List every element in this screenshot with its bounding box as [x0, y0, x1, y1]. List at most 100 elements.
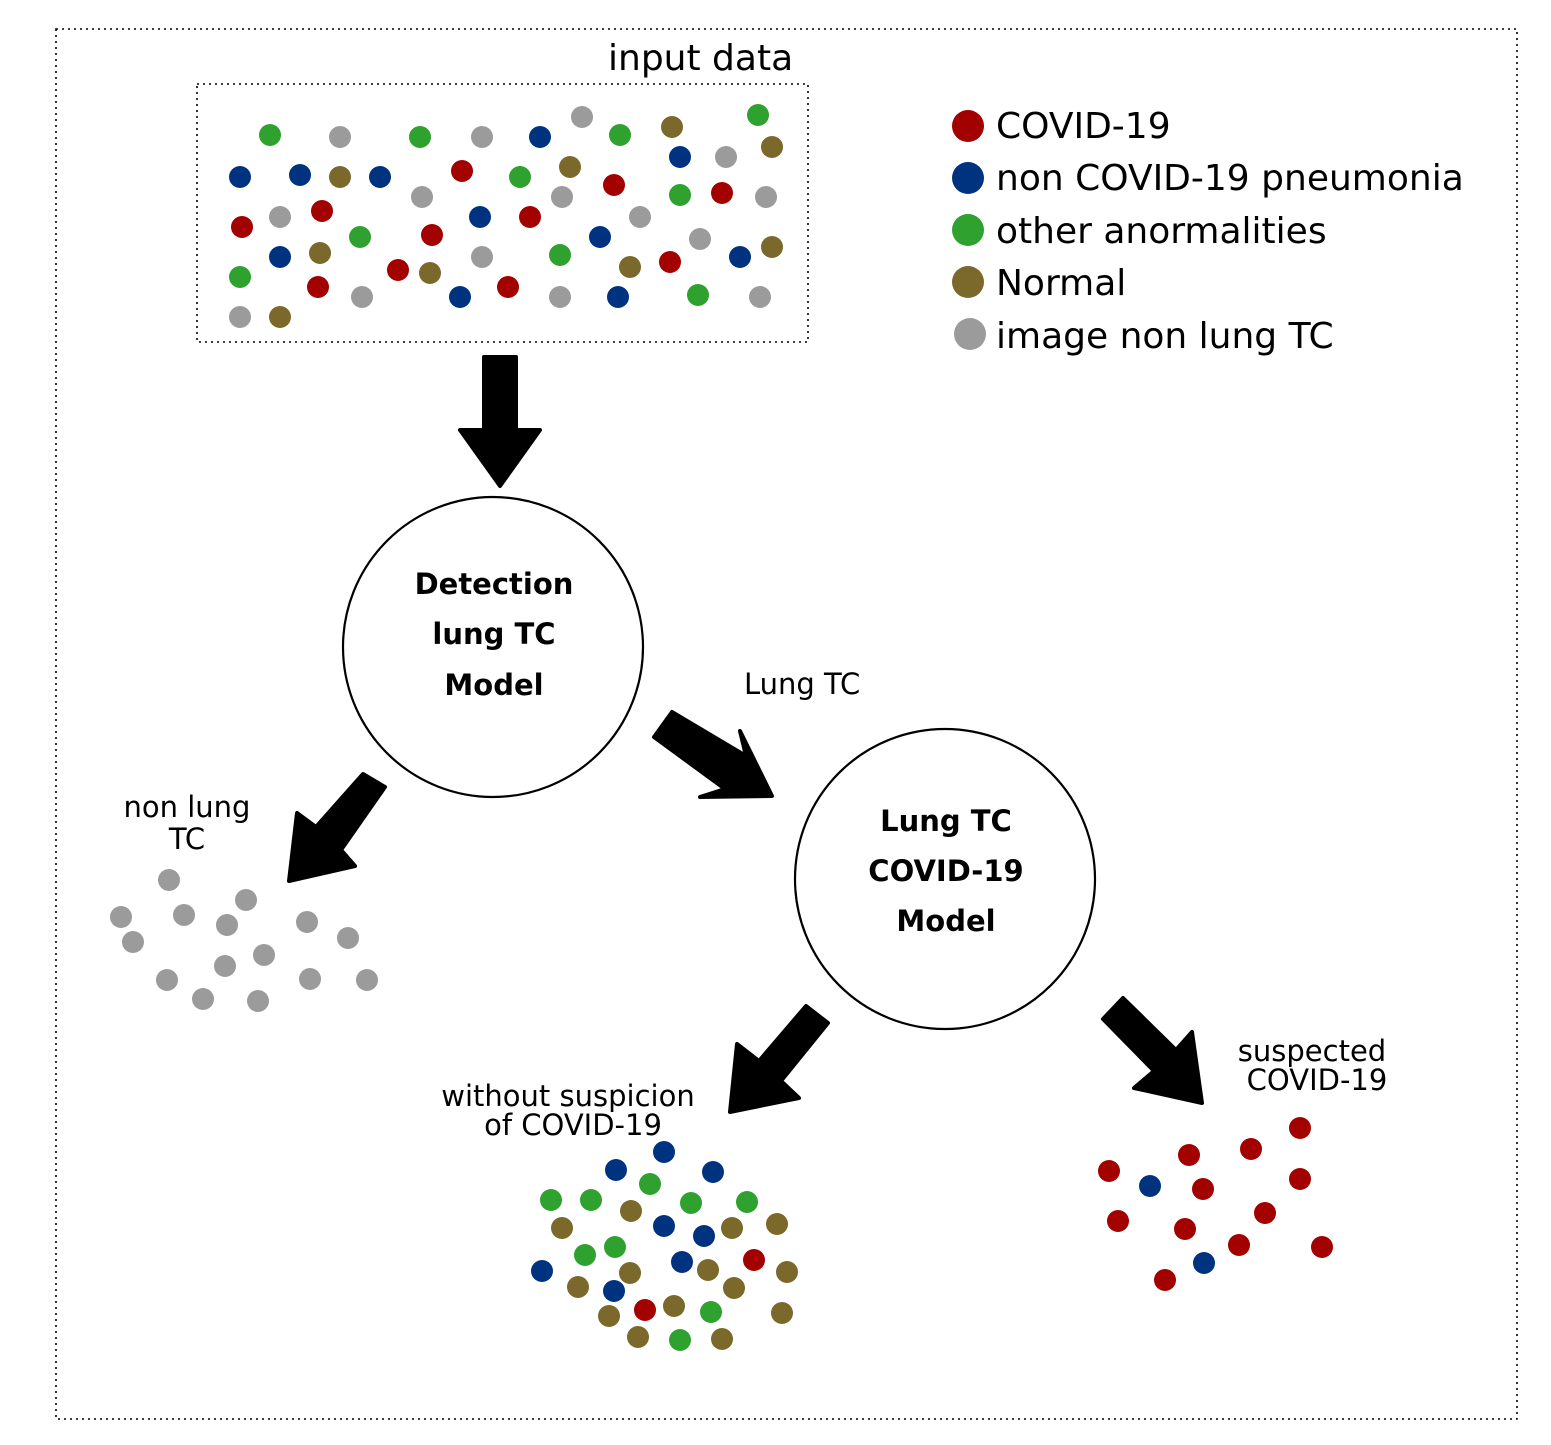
without-dot-covid-21 [743, 1249, 765, 1271]
without-dot-pneumonia-1 [653, 1141, 675, 1163]
legend-label-covid: COVID-19 [996, 106, 1171, 147]
input-dot-nonlung-45 [351, 286, 373, 308]
covid-model-line-3: Model [896, 904, 995, 938]
non-lung-dot-nonlung-12 [299, 968, 321, 990]
input-dot-other-35 [349, 226, 371, 248]
without-label-line-1: without suspicion [441, 1079, 694, 1113]
input-dot-covid-17 [603, 174, 625, 196]
arrow-input-to-detection [458, 355, 542, 488]
suspected-dot-covid-14 [1154, 1269, 1176, 1291]
non-lung-dots [110, 869, 378, 1012]
detection-model-line-1: Detection [415, 567, 574, 601]
input-dot-pneumonia-51 [607, 286, 629, 308]
input-dot-pneumonia-10 [229, 166, 251, 188]
suspected-dot-pneumonia-13 [1193, 1252, 1215, 1274]
arrow-detection-to-covid-model [652, 710, 774, 799]
legend-label-other: other anormalities [996, 211, 1327, 252]
non-lung-dot-nonlung-10 [214, 955, 236, 977]
without-dot-pneumonia-11 [653, 1215, 675, 1237]
legend-swatch-nonlung [954, 318, 986, 350]
suspected-dot-covid-11 [1228, 1234, 1250, 1256]
input-dot-pneumonia-48 [449, 286, 471, 308]
without-dot-other-7 [680, 1192, 702, 1214]
covid-model-line-2: COVID-19 [868, 854, 1023, 888]
non-lung-dot-nonlung-13 [356, 969, 378, 991]
input-data-frame [196, 83, 809, 343]
non-lung-dot-nonlung-8 [337, 927, 359, 949]
without-dot-normal-18 [619, 1262, 641, 1284]
without-dot-normal-33 [711, 1328, 733, 1350]
without-dot-other-5 [540, 1189, 562, 1211]
arrow-covid-model-to-without [728, 1004, 830, 1114]
input-dot-pneumonia-11 [289, 164, 311, 186]
suspected-dot-covid-10 [1254, 1202, 1276, 1224]
without-dot-other-8 [736, 1191, 758, 1213]
input-dot-normal-8 [661, 116, 683, 138]
without-dot-normal-26 [598, 1305, 620, 1327]
non-lung-dot-nonlung-4 [235, 889, 257, 911]
input-dot-nonlung-31 [755, 186, 777, 208]
non-lung-dot-nonlung-3 [173, 904, 195, 926]
without-dot-normal-23 [567, 1276, 589, 1298]
input-dot-nonlung-2 [329, 126, 351, 148]
without-label-line-2: of COVID-19 [484, 1108, 662, 1142]
legend-swatch-pneumonia [952, 162, 984, 194]
without-dot-normal-10 [551, 1217, 573, 1239]
without-dot-normal-31 [627, 1326, 649, 1348]
input-dot-other-9 [747, 104, 769, 126]
input-dot-covid-26 [519, 206, 541, 228]
input-dot-covid-46 [387, 259, 409, 281]
input-dot-normal-56 [269, 306, 291, 328]
suspected-covid-dots [1098, 1117, 1333, 1291]
legend-swatch-normal [952, 266, 984, 298]
without-dot-other-4 [639, 1173, 661, 1195]
legend-item-nonlung: image non lung TC [954, 316, 1334, 357]
input-dot-covid-36 [421, 224, 443, 246]
input-dot-covid-21 [231, 216, 253, 238]
suspected-label-line-2: COVID-19 [1247, 1063, 1388, 1097]
input-dot-nonlung-37 [471, 246, 493, 268]
without-dot-other-32 [669, 1329, 691, 1351]
legend-swatch-other [952, 214, 984, 246]
input-dot-other-29 [669, 184, 691, 206]
suspected-dot-covid-7 [1289, 1168, 1311, 1190]
without-dot-covid-27 [634, 1299, 656, 1321]
input-dot-covid-14 [451, 160, 473, 182]
suspected-dot-pneumonia-5 [1139, 1175, 1161, 1197]
without-dot-pneumonia-24 [603, 1280, 625, 1302]
non-lung-dot-nonlung-7 [296, 911, 318, 933]
input-dot-nonlung-28 [629, 206, 651, 228]
without-dot-normal-25 [723, 1277, 745, 1299]
input-dot-pneumonia-13 [369, 166, 391, 188]
input-dot-nonlung-27 [551, 186, 573, 208]
non-lung-dot-nonlung-2 [110, 906, 132, 928]
non-lung-dot-nonlung-14 [192, 988, 214, 1010]
outer-frame [55, 28, 1518, 1420]
suspected-dot-covid-8 [1107, 1210, 1129, 1232]
input-dot-normal-43 [761, 236, 783, 258]
input-dot-nonlung-50 [549, 286, 571, 308]
non-lung-dot-nonlung-6 [216, 914, 238, 936]
without-dot-normal-30 [771, 1302, 793, 1324]
covid-model-line-1: Lung TC [880, 804, 1012, 838]
input-dot-nonlung-24 [411, 186, 433, 208]
covid-model-node [793, 727, 1097, 1031]
input-dot-normal-47 [419, 262, 441, 284]
detection-model-node [341, 495, 645, 799]
legend-item-covid: COVID-19 [952, 106, 1171, 147]
input-dot-other-53 [687, 284, 709, 306]
without-suspicion-dots [531, 1141, 798, 1351]
input-dot-other-7 [609, 124, 631, 146]
input-dot-covid-23 [311, 200, 333, 222]
non-lung-dot-nonlung-1 [158, 869, 180, 891]
detection-model-line-2: lung TC [432, 617, 555, 651]
without-dot-normal-9 [620, 1200, 642, 1222]
input-dot-covid-44 [307, 276, 329, 298]
without-dot-pneumonia-12 [693, 1225, 715, 1247]
suspected-dot-covid-9 [1174, 1218, 1196, 1240]
arrow-detection-to-nonlung [287, 772, 387, 883]
non-lung-dot-nonlung-11 [156, 969, 178, 991]
input-dot-covid-30 [711, 182, 733, 204]
